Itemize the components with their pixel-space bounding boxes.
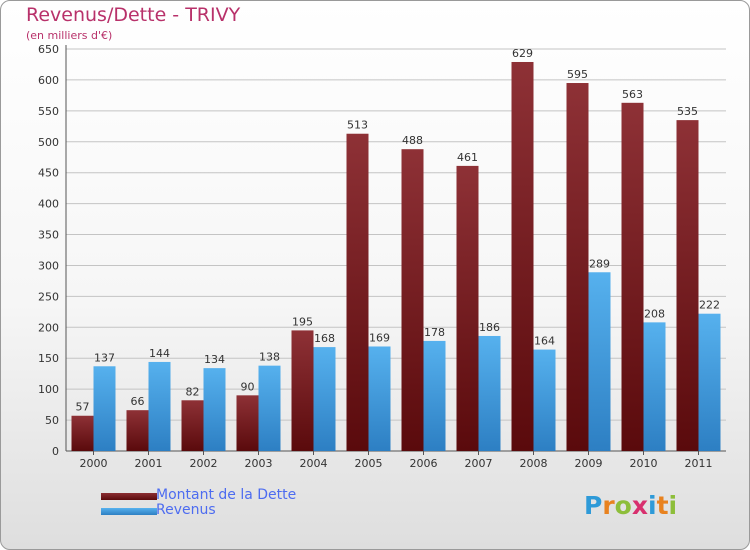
bar-revenus — [588, 272, 611, 451]
bar-revenus — [423, 340, 446, 451]
x-tick-label: 2005 — [355, 457, 383, 470]
bars — [71, 61, 721, 452]
bar-revenus — [93, 366, 116, 451]
x-tick-label: 2006 — [410, 457, 438, 470]
data-label-debt: 535 — [677, 105, 698, 118]
data-label-revenus: 186 — [479, 321, 500, 334]
legend-swatch-revenus — [101, 508, 157, 515]
x-tick-label: 2009 — [575, 457, 603, 470]
legend-label-revenus: Revenus — [156, 502, 216, 518]
bar-revenus — [533, 349, 556, 451]
data-label-debt: 90 — [241, 380, 255, 393]
x-tick-label: 2001 — [135, 457, 163, 470]
bar-debt — [566, 83, 589, 451]
data-label-debt: 195 — [292, 315, 313, 328]
x-tick-label: 2004 — [300, 457, 328, 470]
bar-debt — [676, 120, 699, 451]
bar-debt — [511, 61, 534, 451]
data-label-revenus: 178 — [424, 326, 445, 339]
data-label-revenus: 164 — [534, 335, 555, 348]
y-tick-label: 350 — [38, 229, 59, 242]
legend-label-debt: Montant de la Dette — [156, 487, 297, 503]
bar-debt — [456, 165, 479, 452]
y-tick-label: 600 — [38, 74, 59, 87]
data-label-debt: 513 — [347, 119, 368, 132]
logo-letter: o — [614, 491, 632, 520]
y-tick-label: 300 — [38, 259, 59, 272]
logo-letter: i — [648, 491, 657, 520]
chart-subtitle: (en milliers d'€) — [26, 29, 113, 42]
data-label-revenus: 222 — [699, 299, 720, 312]
data-label-debt: 563 — [622, 88, 643, 101]
y-tick-label: 400 — [38, 198, 59, 211]
y-tick-label: 450 — [38, 167, 59, 180]
data-label-revenus: 169 — [369, 331, 390, 344]
data-label-debt: 66 — [131, 395, 145, 408]
data-label-debt: 595 — [567, 68, 588, 81]
y-tick-label: 650 — [38, 43, 59, 56]
logo-letter: t — [656, 491, 669, 520]
data-label-revenus: 134 — [204, 353, 225, 366]
bar-debt — [346, 133, 369, 451]
grid-lines — [66, 48, 726, 452]
y-tick-label: 550 — [38, 105, 59, 118]
x-tick-label: 2002 — [190, 457, 218, 470]
x-tick-label: 2008 — [520, 457, 548, 470]
bar-revenus — [148, 361, 171, 451]
data-label-revenus: 138 — [259, 351, 280, 364]
legend-swatch-debt — [101, 493, 157, 500]
data-label-revenus: 208 — [644, 307, 665, 320]
logo-letter: r — [602, 491, 615, 520]
data-label-revenus: 144 — [149, 347, 170, 360]
data-label-revenus: 289 — [589, 257, 610, 270]
bar-debt — [71, 415, 94, 451]
bar-revenus — [258, 365, 281, 451]
bar-debt — [291, 330, 314, 451]
data-label-revenus: 168 — [314, 332, 335, 345]
y-tick-label: 500 — [38, 136, 59, 149]
data-label-debt: 461 — [457, 151, 478, 164]
logo-letter: i — [668, 491, 678, 520]
bar-revenus — [313, 347, 336, 451]
axes: 0 50 100 150 200 250 300 350 400 450 500 550 600 650 2… — [38, 43, 726, 470]
y-tick-label: 200 — [38, 321, 59, 334]
y-tick-label: 150 — [38, 352, 59, 365]
bar-debt — [126, 410, 149, 451]
x-tick-label: 2010 — [630, 457, 658, 470]
data-label-debt: 82 — [186, 385, 200, 398]
x-tick-label: 2000 — [80, 457, 108, 470]
x-tick-label: 2003 — [245, 457, 273, 470]
bar-revenus — [478, 335, 501, 451]
logo-letter: P — [584, 491, 603, 520]
bar-revenus — [698, 313, 721, 451]
bar-debt — [181, 400, 204, 451]
data-label-debt: 629 — [512, 47, 533, 60]
bar-revenus — [643, 322, 666, 451]
bar-debt — [621, 102, 644, 451]
proxiti-logo: Proxiti — [584, 491, 677, 520]
data-label-revenus: 137 — [94, 351, 115, 364]
bar-revenus — [203, 368, 226, 451]
y-tick-label: 100 — [38, 383, 59, 396]
bar-debt — [401, 149, 424, 451]
logo-letter: x — [631, 491, 648, 520]
x-tick-label: 2011 — [685, 457, 713, 470]
bar-revenus — [368, 346, 391, 451]
y-tick-label: 0 — [52, 445, 59, 458]
x-tick-label: 2007 — [465, 457, 493, 470]
bar-debt — [236, 395, 259, 451]
chart-title: Revenus/Dette - TRIVY — [26, 4, 241, 26]
y-tick-label: 50 — [45, 414, 59, 427]
data-label-debt: 57 — [76, 401, 90, 414]
data-label-debt: 488 — [402, 134, 423, 147]
y-tick-label: 250 — [38, 290, 59, 303]
